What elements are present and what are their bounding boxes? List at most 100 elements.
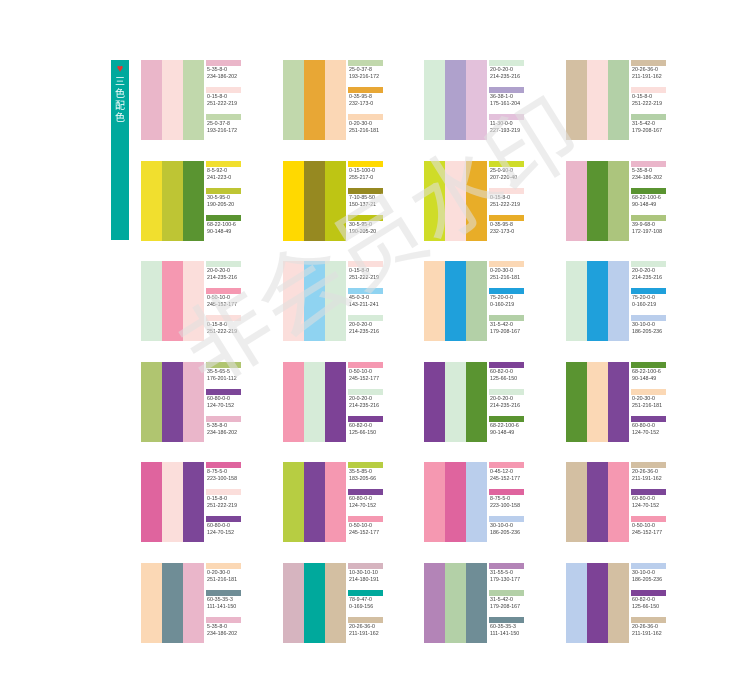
cmyk-value: 36-38-1-0 <box>490 94 513 100</box>
color-stripe <box>283 161 304 241</box>
color-chip <box>348 362 383 368</box>
color-chip <box>206 389 241 395</box>
color-stripe <box>304 462 325 542</box>
color-chip <box>348 389 383 395</box>
color-chip <box>489 288 524 294</box>
color-chip <box>348 590 383 596</box>
cmyk-value: 30-5-95-0 <box>207 195 230 201</box>
cmyk-value: 5-35-8-0 <box>632 168 653 174</box>
cmyk-value: 0-50-10-0 <box>349 369 372 375</box>
palette-swatch: 10-30-10-10 214-180-191 78-9-47-0 0-169-156… <box>283 563 385 645</box>
color-stripe <box>283 462 304 542</box>
color-chip <box>348 288 383 294</box>
cmyk-value: 60-82-0-0 <box>490 369 513 375</box>
cmyk-value: 5-35-8-0 <box>207 624 228 630</box>
cmyk-value: 20-0-20-0 <box>490 396 513 402</box>
color-chip <box>348 60 383 66</box>
cmyk-value: 60-35-35-3 <box>207 597 233 603</box>
cmyk-value: 20-0-20-0 <box>349 322 372 328</box>
palette-swatch: 5-35-8-0 234-186-202 0-15-8-0 251-222-219 25… <box>141 60 243 142</box>
color-stripe <box>587 563 608 643</box>
color-chip <box>206 215 241 221</box>
cmyk-value: 10-30-10-10 <box>349 570 378 576</box>
color-stripe <box>141 462 162 542</box>
palette-swatch: 20-0-20-0 214-235-216 75-20-0-0 0-160-219 30… <box>566 261 668 343</box>
color-chip <box>631 60 666 66</box>
rgb-value: 251-222-219 <box>207 503 238 509</box>
palette-swatch: 0-15-8-0 251-222-219 45-0-3-0 143-211-241 20… <box>283 261 385 343</box>
color-chip <box>206 563 241 569</box>
rgb-value: 251-222-219 <box>207 329 238 335</box>
rgb-value: 124-70-152 <box>632 503 660 509</box>
cmyk-value: 31-5-42-0 <box>490 322 513 328</box>
color-chip <box>631 590 666 596</box>
cmyk-value: 68-22-100-6 <box>490 423 519 429</box>
cmyk-value: 5-35-8-0 <box>207 67 228 73</box>
color-chip <box>489 389 524 395</box>
cmyk-value: 35-5-65-5 <box>207 369 230 375</box>
cmyk-value: 0-20-30-0 <box>632 396 655 402</box>
rgb-value: 176-201-112 <box>207 376 237 382</box>
palette-swatch: 25-0-37-8 193-216-172 0-35-95-8 232-173-0 0-… <box>283 60 385 142</box>
color-chip <box>631 362 666 368</box>
color-stripe <box>587 261 608 341</box>
cmyk-value: 0-50-10-0 <box>349 523 372 529</box>
color-stripe <box>466 60 487 140</box>
color-chip <box>631 389 666 395</box>
rgb-value: 186-205-236 <box>632 577 663 583</box>
color-stripe <box>445 60 466 140</box>
color-stripe <box>445 563 466 643</box>
cmyk-value: 0-35-95-8 <box>490 222 513 228</box>
rgb-value: 124-70-152 <box>349 503 377 509</box>
color-stripe <box>283 563 304 643</box>
rgb-value: 245-152-177 <box>349 530 380 536</box>
color-stripe <box>141 261 162 341</box>
rgb-value: 190-205-20 <box>349 229 377 235</box>
cmyk-value: 31-5-42-0 <box>490 597 513 603</box>
color-chip <box>631 315 666 321</box>
palette-swatch: 30-10-0-0 186-205-236 60-82-0-0 125-66-150 2… <box>566 563 668 645</box>
color-stripe <box>424 563 445 643</box>
rgb-value: 111-141-150 <box>490 631 520 637</box>
rgb-value: 172-197-108 <box>632 229 663 235</box>
rgb-value: 111-141-150 <box>207 604 237 610</box>
color-chip <box>206 462 241 468</box>
rgb-value: 211-191-162 <box>632 476 662 482</box>
color-stripe <box>445 261 466 341</box>
rgb-value: 90-148-49 <box>207 229 232 235</box>
palette-swatch: 35-5-65-5 176-201-112 60-80-0-0 124-70-152 5… <box>141 362 243 444</box>
cmyk-value: 0-45-12-0 <box>490 469 513 475</box>
palette-swatch: 60-82-0-0 125-66-150 20-0-20-0 214-235-216 6… <box>424 362 526 444</box>
cmyk-value: 20-26-36-0 <box>632 624 658 630</box>
color-stripe <box>424 261 445 341</box>
cmyk-value: 20-26-36-0 <box>349 624 375 630</box>
color-chip <box>348 462 383 468</box>
rgb-value: 214-235-216 <box>349 329 380 335</box>
rgb-value: 214-235-216 <box>490 74 521 80</box>
color-chip <box>206 416 241 422</box>
palette-swatch: 0-50-10-0 245-152-177 20-0-20-0 214-235-216… <box>283 362 385 444</box>
color-chip <box>348 161 383 167</box>
rgb-value: 0-169-156 <box>349 604 374 610</box>
color-chip <box>489 60 524 66</box>
color-stripe <box>424 462 445 542</box>
palette-swatch: 20-26-36-0 211-191-162 0-15-8-0 251-222-219… <box>566 60 668 142</box>
color-stripe <box>183 462 204 542</box>
cmyk-value: 0-20-30-0 <box>490 268 513 274</box>
rgb-value: 179-208-167 <box>490 329 521 335</box>
cmyk-value: 8-75-5-0 <box>490 496 511 502</box>
rgb-value: 251-216-181 <box>349 128 380 134</box>
color-stripe <box>183 362 204 442</box>
color-chip <box>631 563 666 569</box>
cmyk-value: 0-20-30-0 <box>207 570 230 576</box>
rgb-value: 175-161-204 <box>490 101 521 107</box>
color-chip <box>348 87 383 93</box>
cmyk-value: 68-22-100-6 <box>207 222 236 228</box>
cmyk-value: 8-75-5-0 <box>207 469 228 475</box>
color-stripe <box>325 60 346 140</box>
cmyk-value: 60-80-0-0 <box>349 496 372 502</box>
color-stripe <box>325 563 346 643</box>
cmyk-value: 60-35-35-3 <box>490 624 516 630</box>
color-stripe <box>304 563 325 643</box>
color-stripe <box>325 261 346 341</box>
